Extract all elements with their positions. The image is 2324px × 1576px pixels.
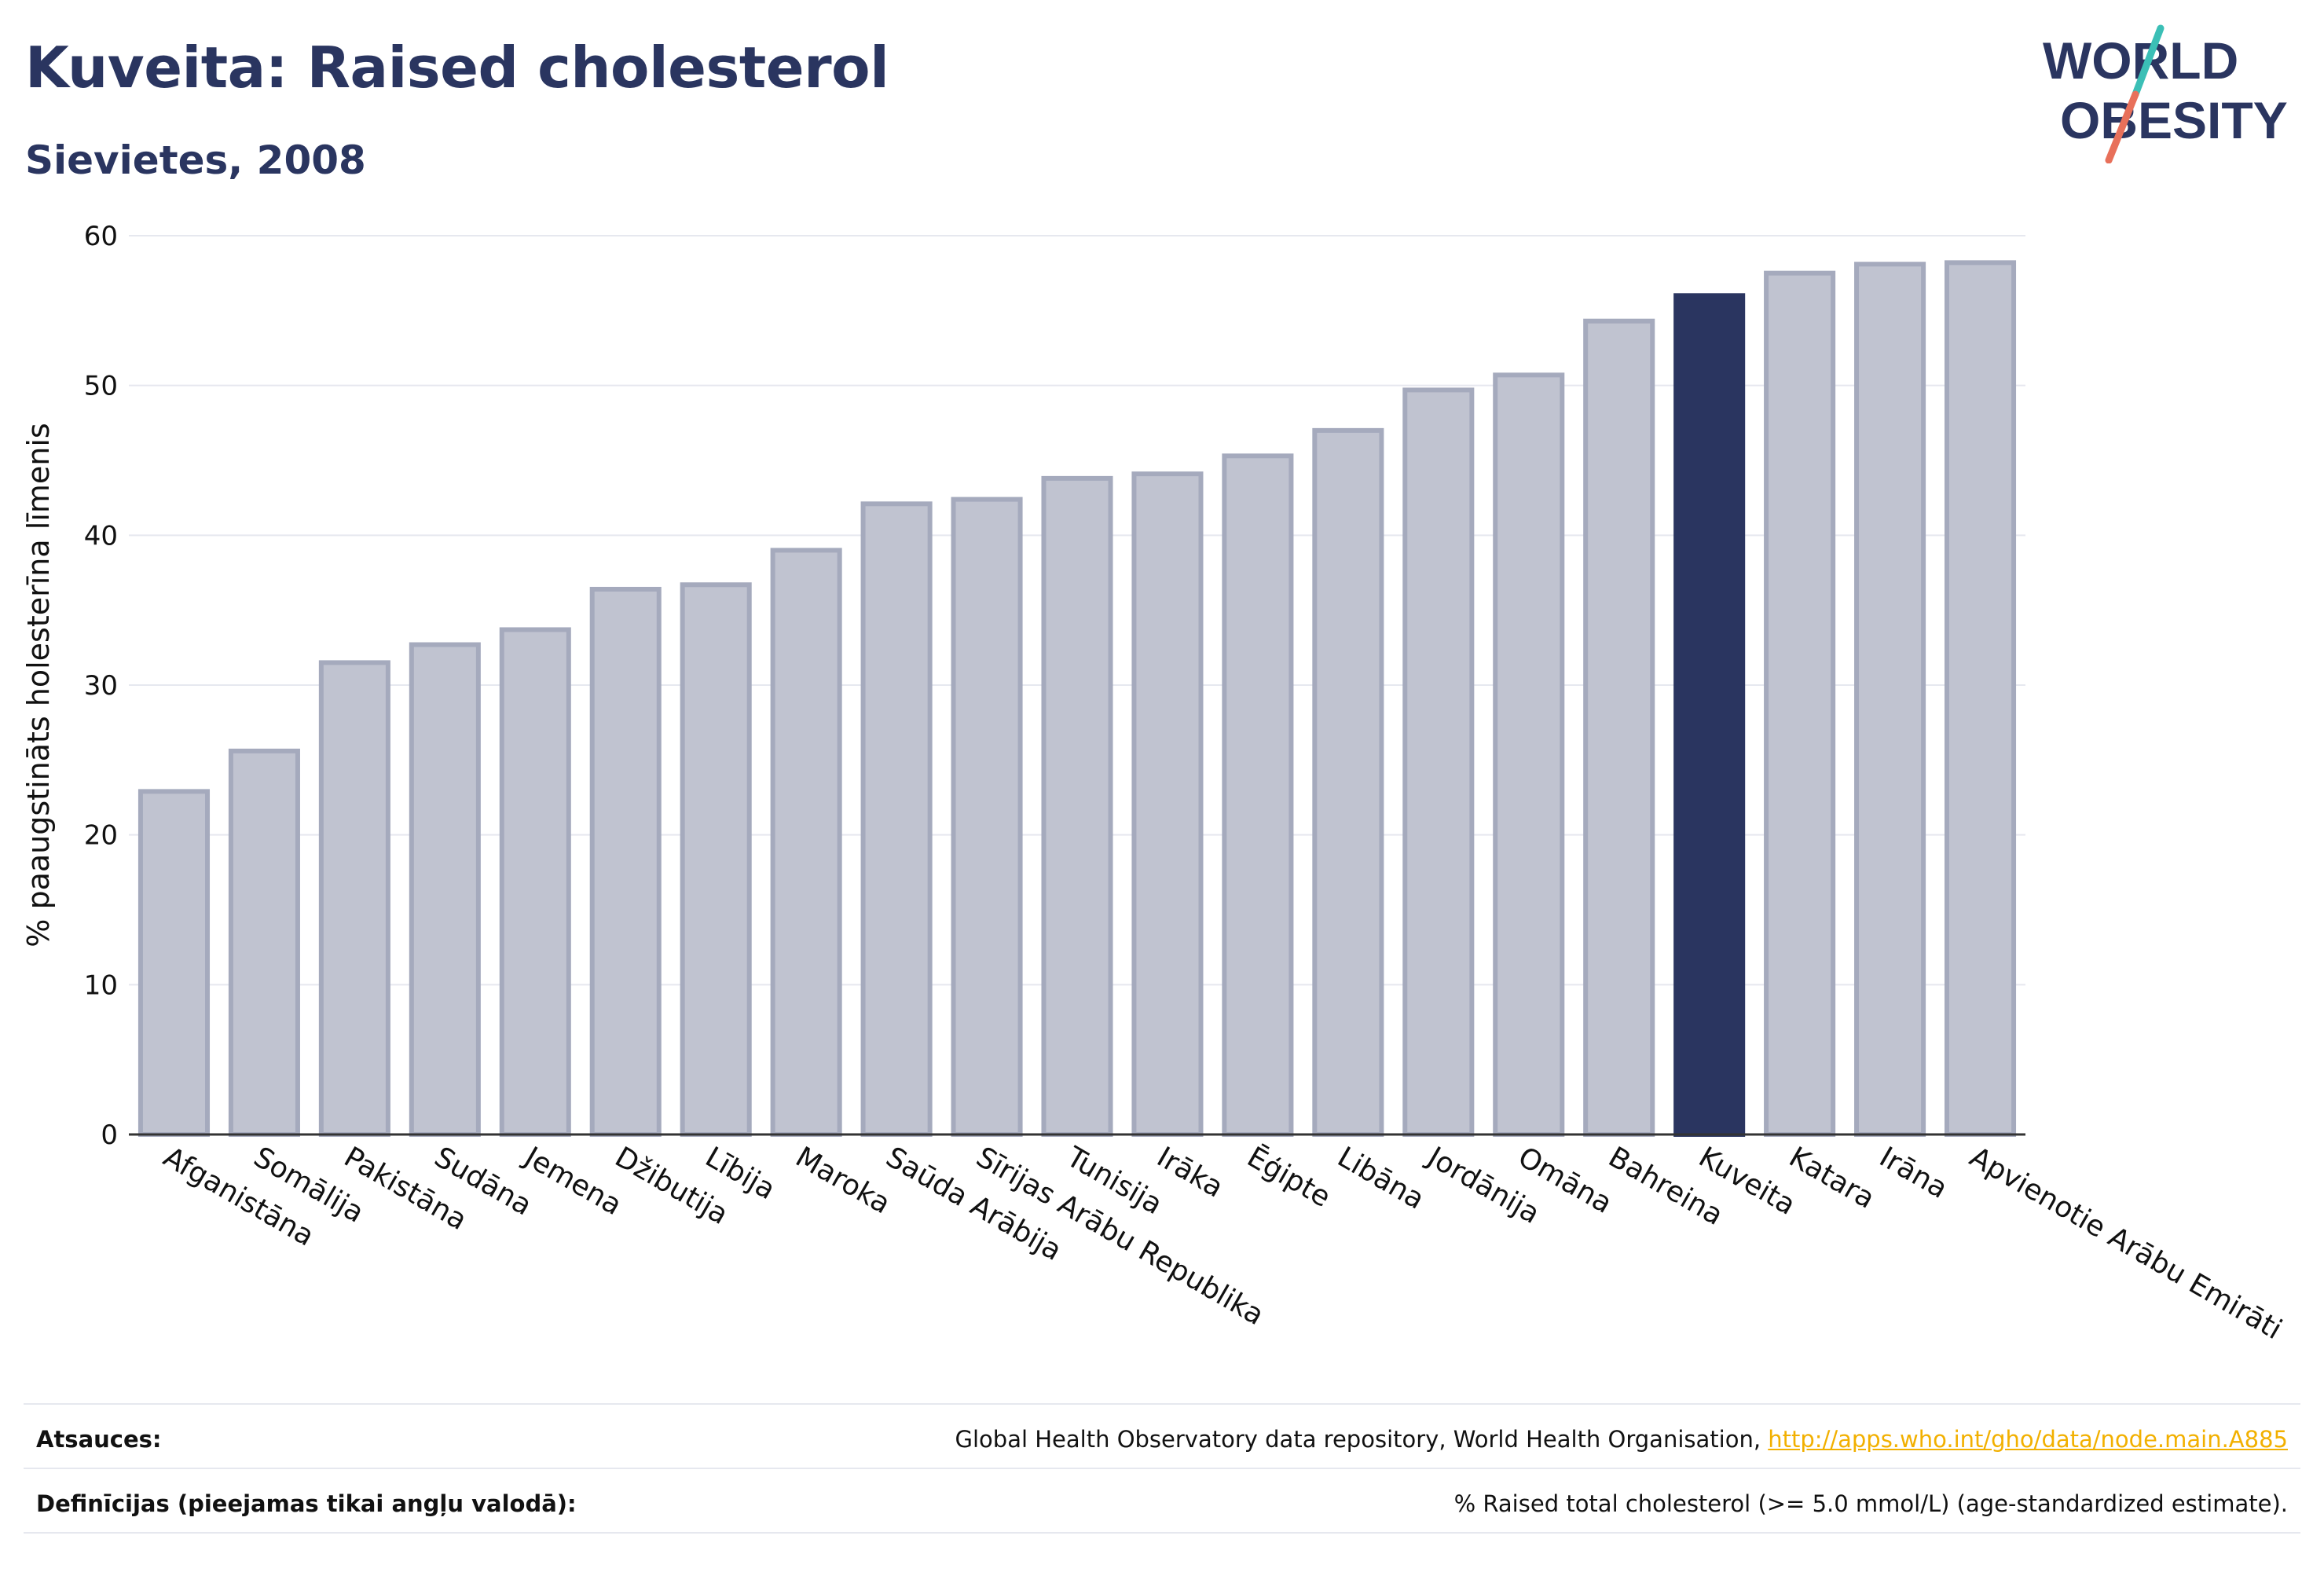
bar-Džibutija bbox=[589, 586, 662, 1137]
bar-Afganistāna bbox=[137, 789, 211, 1138]
bar-Sīrijas Arābu Republika bbox=[951, 497, 1023, 1137]
x-tick-label: Afganistāna bbox=[158, 1141, 319, 1252]
x-tick-label: Irāna bbox=[1874, 1141, 1952, 1205]
definitions-row: Definīcijas (pieejamas tikai angļu valod… bbox=[36, 1488, 2288, 1519]
bars bbox=[137, 260, 2017, 1138]
x-tick-label: Jemena bbox=[518, 1140, 627, 1222]
definitions-label: Definīcijas (pieejamas tikai angļu valod… bbox=[36, 1490, 577, 1517]
y-tick-label: 0 bbox=[101, 1120, 118, 1151]
x-tick-label: Katara bbox=[1783, 1141, 1880, 1215]
bar-Jordānija bbox=[1402, 387, 1475, 1137]
bar-Tunisija bbox=[1041, 475, 1113, 1137]
bar-Pakistāna bbox=[318, 660, 390, 1137]
bar-Libāna bbox=[1312, 427, 1384, 1137]
bar-Sudāna bbox=[409, 642, 481, 1137]
y-axis-ticks: 0 10 20 30 40 50 60 bbox=[84, 221, 118, 1151]
sources-value: Global Health Observatory data repositor… bbox=[955, 1426, 2288, 1453]
logo-slash-top bbox=[2132, 24, 2165, 98]
y-tick-label: 30 bbox=[84, 670, 118, 702]
bar-Saūda Arābija bbox=[860, 501, 933, 1137]
bar-Kuveita bbox=[1673, 293, 1746, 1137]
x-tick-label: Libāna bbox=[1332, 1141, 1429, 1215]
sources-row: Atsauces: Global Health Observatory data… bbox=[36, 1424, 2288, 1455]
y-axis-label: % paaugstināts holesterīna līmenis bbox=[21, 423, 56, 947]
bar-Bahreina bbox=[1583, 318, 1655, 1137]
bar-Irāna bbox=[1854, 262, 1926, 1137]
y-tick-label: 10 bbox=[84, 969, 118, 1001]
logo-line2: OBESITY bbox=[2060, 91, 2288, 149]
definitions-value: % Raised total cholesterol (>= 5.0 mmol/… bbox=[1453, 1490, 2288, 1517]
world-obesity-logo: WORLD OBESITY bbox=[2043, 24, 2288, 163]
sources-label: Atsauces: bbox=[36, 1426, 162, 1453]
y-tick-label: 50 bbox=[84, 371, 118, 402]
bar-Somālija bbox=[228, 748, 300, 1137]
bar-Jemena bbox=[499, 627, 571, 1137]
chart-subtitle: Sievietes, 2008 bbox=[25, 137, 366, 183]
bar-Lībija bbox=[680, 582, 752, 1137]
bar-Ēģipte bbox=[1222, 453, 1294, 1137]
bar-Irāka bbox=[1131, 471, 1204, 1137]
footer-divider-top bbox=[24, 1403, 2300, 1405]
bar-Omāna bbox=[1493, 372, 1565, 1137]
footer-divider-mid bbox=[24, 1468, 2300, 1469]
x-tick-label: Ēģipte bbox=[1241, 1141, 1336, 1214]
y-tick-label: 40 bbox=[84, 520, 118, 552]
x-axis-ticks: AfganistānaSomālijaPakistānaSudānaJemena… bbox=[158, 1140, 2287, 1346]
sources-link[interactable]: http://apps.who.int/gho/data/node.main.A… bbox=[1768, 1426, 2288, 1453]
y-tick-label: 60 bbox=[84, 221, 118, 252]
footer-divider-bottom bbox=[24, 1532, 2300, 1534]
logo-slash-bottom bbox=[2105, 90, 2139, 163]
x-tick-label: Apvienotie Arābu Emirāti bbox=[1964, 1141, 2287, 1346]
x-tick-label: Maroka bbox=[790, 1141, 896, 1220]
bar-Katara bbox=[1764, 270, 1836, 1138]
sources-text: Global Health Observatory data repositor… bbox=[955, 1426, 1761, 1453]
y-tick-label: 20 bbox=[84, 820, 118, 852]
bar-Apvienotie Arābu Emirāti bbox=[1944, 260, 2017, 1138]
chart-title: Kuveita: Raised cholesterol bbox=[25, 35, 889, 101]
bar-Maroka bbox=[770, 548, 842, 1137]
bar-chart: 0 10 20 30 40 50 60 AfganistānaSomālijaPakistā… bbox=[21, 221, 2287, 1346]
